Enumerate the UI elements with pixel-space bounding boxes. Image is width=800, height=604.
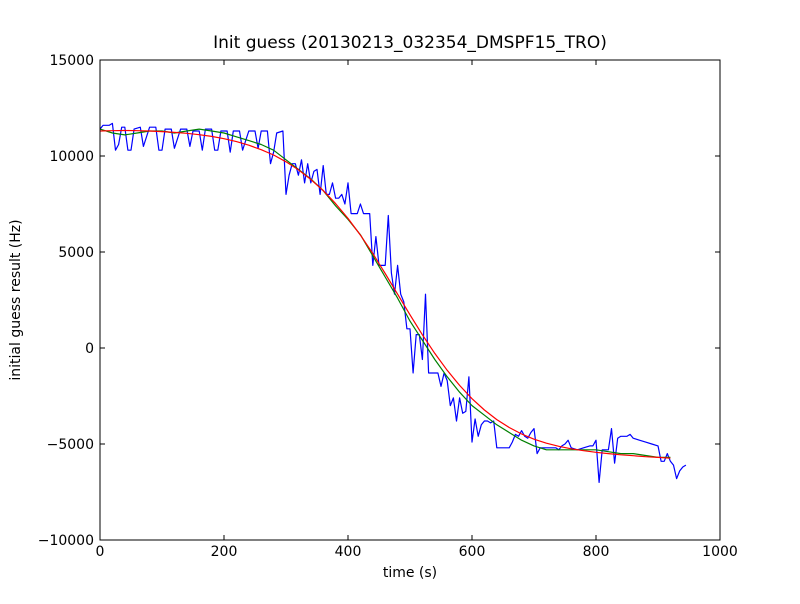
y-tick-label: 10000: [49, 149, 94, 165]
x-tick-label: 400: [335, 544, 362, 560]
x-tick-label: 0: [96, 544, 105, 560]
y-tick-label: −5000: [47, 437, 94, 453]
y-tick-label: −10000: [38, 533, 94, 549]
y-tick-label: 0: [85, 341, 94, 357]
x-axis-ticks: 0 200 400 600 800 1000: [96, 60, 738, 560]
y-tick-label: 5000: [58, 245, 94, 261]
x-axis-label: time (s): [383, 565, 437, 581]
x-tick-label: 600: [459, 544, 486, 560]
x-tick-label: 200: [211, 544, 238, 560]
y-tick-label: 15000: [49, 53, 94, 69]
y-axis-ticks: −10000 −5000 0 5000 10000 15000: [38, 53, 720, 549]
series-line-3: [99, 129, 671, 459]
x-tick-label: 800: [583, 544, 610, 560]
x-tick-label: 1000: [702, 544, 738, 560]
chart-title: Init guess (20130213_032354_DMSPF15_TRO): [213, 33, 607, 53]
plot-frame: [99, 59, 721, 541]
series-layer: [99, 122, 687, 483]
y-axis-label: initial guess result (Hz): [8, 219, 24, 380]
